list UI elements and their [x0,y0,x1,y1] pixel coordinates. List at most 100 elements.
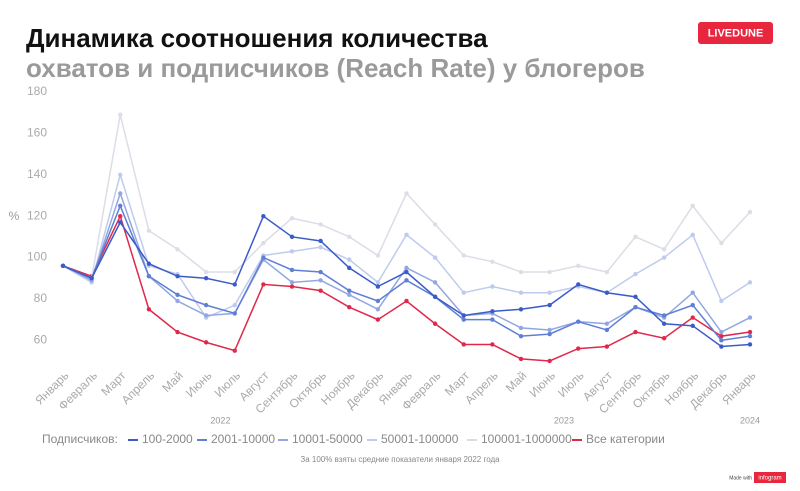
data-point [375,307,381,312]
legend-label: 100001-1000000 [481,432,572,446]
credit-badge [754,472,786,483]
footnote: За 100% взяты средние показатели января … [300,455,500,464]
chart-title: Динамика соотношения количества [26,23,488,53]
data-point [747,280,753,285]
data-point [203,313,209,318]
data-point [518,333,524,339]
data-point [547,302,552,308]
data-point [719,298,724,304]
data-point [118,203,123,209]
data-point [375,317,381,322]
data-point [690,290,695,295]
y-tick-label: 60 [34,332,48,346]
data-point [404,232,409,237]
data-point [461,317,466,322]
data-point [404,191,409,196]
data-point [175,273,180,279]
data-point [747,329,753,335]
data-point [604,290,610,295]
chart-subtitle: охватов и подписчиков (Reach Rate) у бло… [26,53,645,83]
data-point [518,290,524,295]
y-tick-label: 160 [27,126,47,140]
data-point [289,216,295,221]
data-point [518,269,524,275]
data-point [490,284,495,289]
data-point [490,309,495,314]
data-point [60,263,66,269]
year-label: 2022 [210,415,230,425]
y-tick-label: 140 [27,167,47,181]
data-point [547,331,552,337]
data-point [490,342,495,347]
data-point [289,249,295,254]
data-point [375,253,381,258]
data-point [146,273,152,279]
data-point [375,284,381,289]
data-point [661,247,667,252]
data-point [432,222,438,227]
year-label: 2023 [554,415,574,425]
data-point [289,284,295,289]
data-point [203,276,209,281]
data-point [118,220,123,225]
data-point [375,298,381,304]
data-point [547,269,552,275]
data-point [461,253,466,258]
data-point [547,327,552,333]
data-point [404,298,409,304]
data-point [432,321,438,326]
data-point [404,278,409,283]
data-point [289,267,295,273]
data-point [318,244,323,250]
data-point [690,315,695,320]
legend-label: Все категории [586,432,665,446]
data-point [747,333,753,339]
data-point [175,292,180,297]
data-point [318,288,323,293]
legend-label: 50001-100000 [381,432,459,446]
legend-label: 100-2000 [142,432,193,446]
data-point [719,329,724,335]
y-tick-label: 80 [34,291,48,305]
data-point [461,290,466,295]
legend-label: 2001-10000 [211,432,275,446]
data-point [118,172,123,177]
data-point [118,112,123,117]
data-point [118,213,123,219]
x-tick-label: Май [503,368,530,395]
data-point [347,292,352,297]
data-point [347,234,352,240]
data-point [347,257,352,262]
data-point [146,261,152,266]
data-point [318,278,323,283]
data-point [461,342,466,347]
data-point [146,228,152,233]
data-point [547,290,552,295]
data-point [289,234,295,240]
year-label: 2024 [740,415,760,425]
data-point [203,302,209,308]
series-line [62,172,751,319]
data-point [604,327,610,333]
data-point [261,213,266,219]
data-point [633,234,638,240]
data-point [576,346,581,351]
data-point [576,319,581,324]
data-point [633,294,638,300]
data-point [747,209,753,215]
data-point [261,240,266,246]
data-point [690,323,695,329]
data-point [490,317,495,322]
y-tick-label: 180 [27,84,47,98]
data-point [690,203,695,209]
data-point [661,313,667,318]
data-point [232,269,237,275]
data-point [175,247,180,252]
data-point [404,269,409,275]
data-point [690,232,695,237]
x-tick-label: Июнь [183,368,214,399]
x-tick-label: Май [159,368,186,395]
data-point [604,344,610,349]
data-point [203,269,209,275]
data-point [661,255,667,260]
